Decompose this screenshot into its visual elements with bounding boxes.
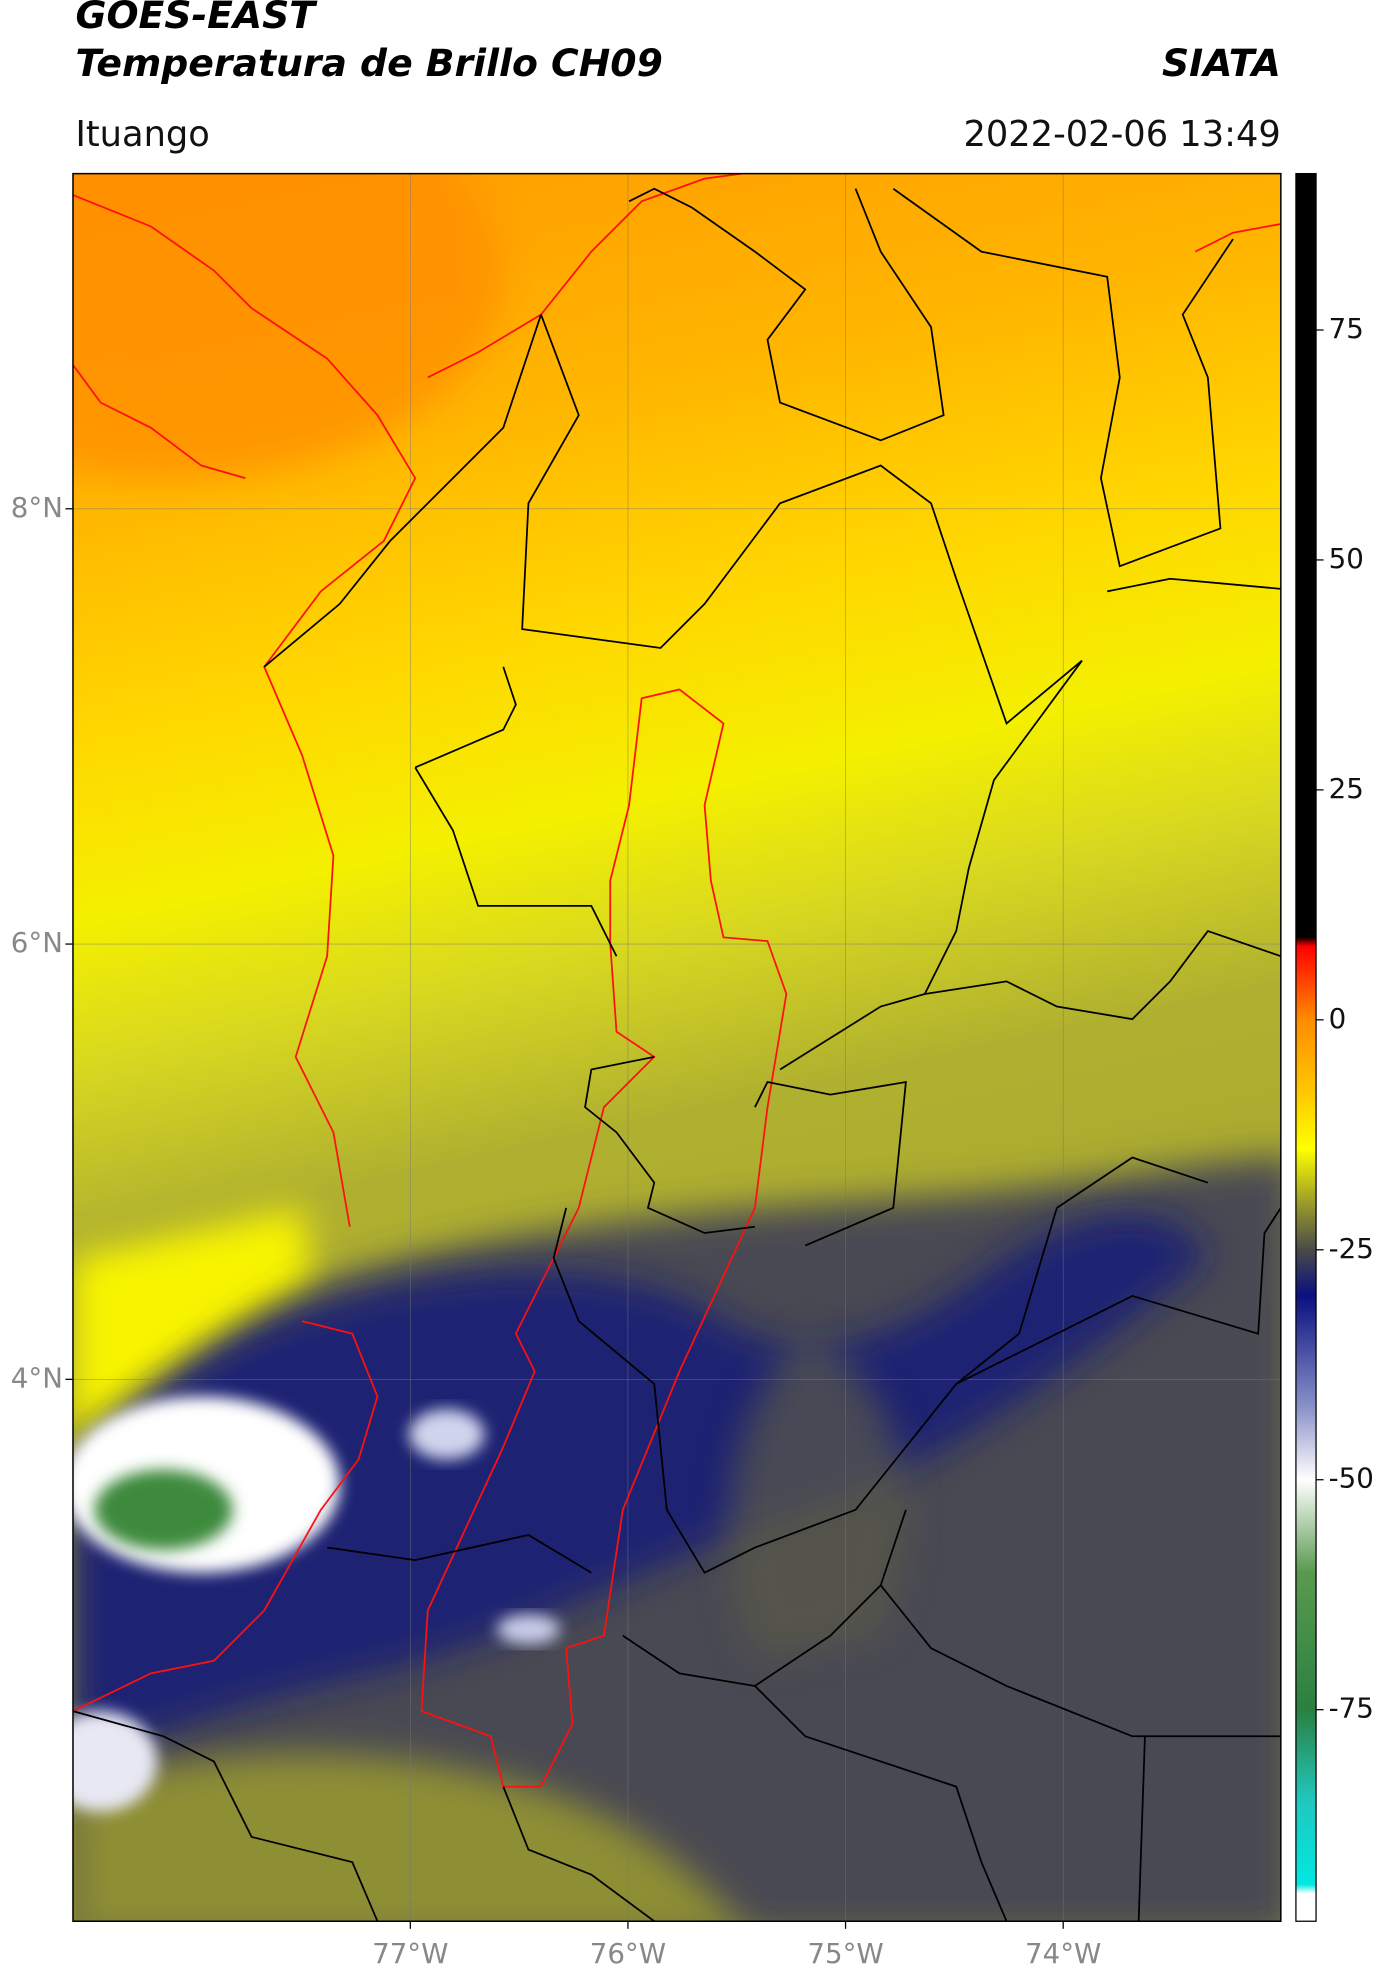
border xyxy=(414,577,1281,1071)
colorbar-tick-label: 50 xyxy=(1329,542,1364,575)
white-core xyxy=(408,1409,485,1460)
lon-tick-label: 76°W xyxy=(590,1937,666,1970)
coastline xyxy=(1194,223,1281,253)
map-frame xyxy=(72,172,1282,1922)
coastline xyxy=(427,173,743,379)
gray-area xyxy=(728,1333,906,1661)
border xyxy=(584,930,1281,1247)
map-field xyxy=(72,173,1281,1922)
colorbar-tick-label: 25 xyxy=(1329,772,1364,805)
lon-tick-label: 75°W xyxy=(807,1937,883,1970)
border xyxy=(552,1156,1281,1574)
ticks: 8°N 6°N 4°N 77°W 76°W 75°W 74°W 75 50 25 0 -25 -50 -7… xyxy=(11,312,1374,1970)
title: GOES-EAST xyxy=(75,0,318,37)
olive-area xyxy=(72,1753,739,1922)
border xyxy=(628,187,1234,568)
lon-tick-label: 74°W xyxy=(1025,1937,1101,1970)
colorbar-tick-label: -50 xyxy=(1329,1462,1374,1495)
lat-tick-label: 8°N xyxy=(11,491,63,524)
colorbar xyxy=(1295,172,1317,1922)
colorbar-tick-label: 0 xyxy=(1329,1002,1347,1035)
agency: SIATA xyxy=(1162,41,1281,85)
lat-tick-label: 4°N xyxy=(11,1361,63,1394)
border xyxy=(72,1509,1281,1922)
coastline xyxy=(72,364,246,479)
timestamp: 2022-02-06 13:49 xyxy=(963,114,1280,155)
subtitle: Temperatura de Brillo CH09 xyxy=(75,41,662,85)
lat-tick-label: 6°N xyxy=(11,926,63,959)
coastline xyxy=(72,194,417,1227)
white-core xyxy=(72,1711,158,1812)
deep-cold-band xyxy=(72,1215,1208,1762)
lon-tick-label: 77°W xyxy=(372,1937,448,1970)
region: Ituango xyxy=(75,114,209,155)
green-core xyxy=(94,1469,233,1551)
colorbar-tick-label: 75 xyxy=(1329,312,1364,345)
border xyxy=(263,314,1083,725)
warm-area xyxy=(72,173,504,479)
white-core xyxy=(496,1614,560,1645)
colorbar-tick-label: -75 xyxy=(1329,1692,1374,1725)
coastline xyxy=(72,1320,379,1712)
colorbar-tick-label: -25 xyxy=(1329,1232,1374,1265)
